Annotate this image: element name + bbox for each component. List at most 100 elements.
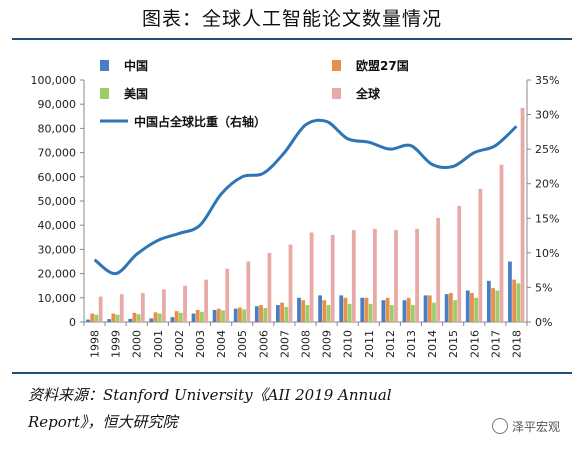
bar-global xyxy=(162,289,166,322)
bar-eu27 xyxy=(216,308,221,322)
bar-eu27 xyxy=(512,279,517,322)
y-tick-label-left: 40,000 xyxy=(38,219,77,232)
bar-usa xyxy=(453,300,457,322)
chart-axes: 0 10,000 20,000 30,000 40,000 50,000 60,000 70,… xyxy=(31,74,560,358)
bar-china xyxy=(233,308,238,322)
bar-china xyxy=(486,280,491,322)
bar-china xyxy=(444,294,449,322)
bar-eu27 xyxy=(174,311,179,322)
legend-label-china: 中国 xyxy=(124,58,148,73)
legend-swatch-global xyxy=(332,88,341,99)
bar-usa xyxy=(474,297,479,322)
bar-usa xyxy=(347,303,352,322)
source-note: 资料来源：Stanford University《AII 2019 Annual… xyxy=(28,382,548,436)
bar-eu27 xyxy=(132,312,137,322)
bar-global xyxy=(183,285,187,322)
paper-count-chart: 0 10,000 20,000 30,000 40,000 50,000 60,000 70,… xyxy=(31,58,560,358)
bar-eu27 xyxy=(280,302,285,322)
x-tick-label: 2015 xyxy=(447,330,460,358)
y-tick-label-left: 50,000 xyxy=(38,195,77,208)
x-tick-label: 2003 xyxy=(194,330,207,358)
x-tick-label: 2013 xyxy=(405,330,418,358)
bar-eu27 xyxy=(90,313,95,322)
bar-eu27 xyxy=(448,292,453,322)
bar-usa xyxy=(136,314,141,322)
bar-usa xyxy=(94,314,99,322)
bar-china xyxy=(86,319,90,322)
y-tick-label-right: 25% xyxy=(535,143,559,156)
bar-usa xyxy=(178,312,183,322)
bar-eu27 xyxy=(195,309,200,322)
bar-china xyxy=(318,295,322,322)
x-tick-label: 2010 xyxy=(342,330,355,358)
bar-eu27 xyxy=(364,297,369,322)
x-tick-label: 2000 xyxy=(131,330,144,358)
bar-global xyxy=(499,164,504,322)
x-tick-label: 2001 xyxy=(152,330,165,358)
bar-china xyxy=(107,319,112,322)
y-tick-label-right: 35% xyxy=(535,74,559,87)
x-tick-label: 2009 xyxy=(321,330,334,358)
bar-eu27 xyxy=(111,313,116,322)
bar-global xyxy=(394,230,398,322)
title-rule xyxy=(12,38,572,40)
x-tick-label: 2016 xyxy=(468,330,481,358)
bar-eu27 xyxy=(470,292,474,322)
x-tick-label: 2004 xyxy=(215,330,228,358)
y-tick-label-right: 30% xyxy=(535,109,559,122)
x-tick-label: 1998 xyxy=(89,330,102,358)
chart-title: 图表：全球人工智能论文数量情况 xyxy=(141,8,442,30)
bar-china xyxy=(339,295,344,322)
bar-global xyxy=(98,296,103,322)
bar-series xyxy=(86,107,525,322)
bar-usa xyxy=(200,311,204,322)
x-tick-label: 2006 xyxy=(257,330,270,358)
bar-china xyxy=(465,290,470,322)
legend-label-usa: 美国 xyxy=(124,86,148,101)
source-line-1: 资料来源：Stanford University《AII 2019 Annual xyxy=(28,386,392,404)
y-tick-label-left: 30,000 xyxy=(38,243,77,256)
x-tick-label: 2014 xyxy=(426,330,439,358)
bar-global xyxy=(267,253,272,322)
bar-usa xyxy=(516,283,521,322)
x-tick-label: 2007 xyxy=(278,330,291,358)
wechat-icon xyxy=(492,418,508,434)
legend-label-eu27: 欧盟27国 xyxy=(356,58,409,73)
bar-usa xyxy=(263,307,268,322)
bar-usa xyxy=(242,309,247,322)
bar-china xyxy=(128,318,133,322)
bar-china xyxy=(191,313,196,322)
x-tick-label: 1999 xyxy=(110,330,123,358)
legend-swatch-usa xyxy=(100,88,109,99)
bar-eu27 xyxy=(301,300,306,322)
bar-usa xyxy=(495,290,500,322)
bar-global xyxy=(436,217,441,322)
y-tick-label-right: 5% xyxy=(535,281,552,294)
legend-swatch-china xyxy=(100,60,109,71)
bar-usa xyxy=(432,302,436,322)
bar-global xyxy=(119,294,124,322)
share-line-series xyxy=(93,118,518,276)
x-tick-label: 2018 xyxy=(510,330,523,358)
bar-eu27 xyxy=(491,288,495,322)
legend-label-global: 全球 xyxy=(355,86,381,101)
bar-global xyxy=(246,261,251,322)
source-line-2: Report》，恒大研究院 xyxy=(28,413,178,431)
bar-usa xyxy=(115,314,120,322)
share-line xyxy=(93,118,518,276)
bar-global xyxy=(330,234,335,322)
y-tick-label-right: 0% xyxy=(535,316,552,329)
bar-usa xyxy=(157,313,162,322)
bar-eu27 xyxy=(343,297,348,322)
bar-usa xyxy=(389,305,394,322)
bar-eu27 xyxy=(385,297,390,322)
bar-eu27 xyxy=(322,300,327,322)
bar-global xyxy=(415,228,419,322)
bar-china xyxy=(149,318,154,322)
bar-china xyxy=(276,305,280,322)
bar-china xyxy=(297,297,301,322)
bar-global xyxy=(457,205,462,322)
y-tick-label-left: 100,000 xyxy=(31,74,77,87)
source-rule xyxy=(12,372,572,374)
